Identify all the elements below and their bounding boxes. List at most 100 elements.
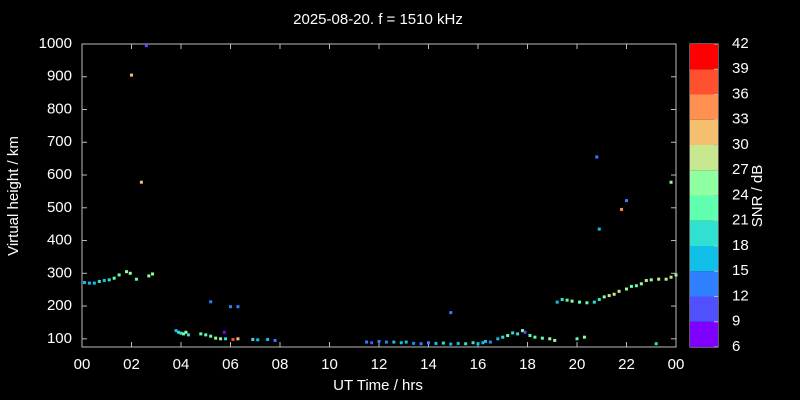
data-point xyxy=(224,337,228,341)
data-point xyxy=(174,329,178,333)
data-point xyxy=(392,340,396,344)
x-tick-label: 10 xyxy=(321,356,338,373)
data-point xyxy=(377,339,381,343)
data-point xyxy=(117,273,121,277)
data-point xyxy=(506,334,510,338)
data-point xyxy=(365,340,369,344)
data-point xyxy=(151,272,155,276)
colorbar-tick-label: 30 xyxy=(732,136,749,153)
data-point xyxy=(236,337,240,341)
data-point xyxy=(565,298,569,302)
data-point xyxy=(92,281,96,285)
data-point xyxy=(419,342,423,346)
data-point xyxy=(384,340,388,344)
data-point xyxy=(441,341,445,345)
colorbar-band xyxy=(690,119,718,145)
data-point xyxy=(427,341,430,345)
colorbar-band xyxy=(690,195,718,221)
x-tick-label: 18 xyxy=(519,356,536,373)
colorbar-label: SNR / dB xyxy=(749,165,766,228)
data-point xyxy=(251,337,255,341)
x-tick-label: 20 xyxy=(569,356,586,373)
data-point xyxy=(553,338,557,342)
data-point xyxy=(204,333,208,337)
data-point xyxy=(144,44,148,48)
colorbar-band xyxy=(690,246,718,272)
data-point xyxy=(412,341,416,345)
colorbar-tick-label: 36 xyxy=(732,85,749,102)
data-point xyxy=(612,292,616,296)
data-point xyxy=(602,295,606,299)
data-point xyxy=(102,279,106,283)
data-point xyxy=(528,334,532,338)
data-point xyxy=(231,337,235,341)
colorbar-band xyxy=(690,321,718,347)
data-point xyxy=(607,294,611,298)
data-point xyxy=(219,337,223,341)
plot-frame xyxy=(81,43,677,348)
colorbar-band xyxy=(690,170,718,196)
colorbar-tick-label: 27 xyxy=(732,161,749,178)
data-point xyxy=(634,284,638,288)
data-point xyxy=(649,278,653,282)
data-point xyxy=(664,277,668,281)
data-point xyxy=(585,301,589,305)
x-tick-label: 14 xyxy=(420,356,437,373)
x-tick-label: 00 xyxy=(668,356,685,373)
colorbar-band xyxy=(690,94,718,120)
data-point xyxy=(209,334,213,338)
data-point xyxy=(97,279,101,283)
data-point xyxy=(548,337,552,341)
data-point xyxy=(629,284,633,288)
data-point xyxy=(199,332,203,336)
data-point xyxy=(125,270,129,274)
y-tick-label: 700 xyxy=(47,133,72,150)
data-point xyxy=(130,73,133,77)
data-point xyxy=(669,180,673,184)
colorbar-tick-label: 42 xyxy=(732,35,749,52)
colorbar-band xyxy=(690,220,718,246)
data-point xyxy=(370,341,374,345)
data-point xyxy=(139,180,143,184)
colorbar-band xyxy=(690,145,718,171)
data-point xyxy=(82,280,86,284)
data-point xyxy=(511,331,515,335)
y-tick-label: 500 xyxy=(47,199,72,216)
data-point xyxy=(229,305,232,309)
colorbar-tick-label: 18 xyxy=(732,237,749,254)
y-tick-label: 900 xyxy=(47,68,72,85)
y-tick-label: 100 xyxy=(47,330,72,347)
data-point xyxy=(617,289,621,293)
x-axis-label: UT Time / hrs xyxy=(333,377,423,394)
data-point xyxy=(87,281,91,285)
data-point xyxy=(112,276,116,280)
data-point xyxy=(625,287,628,291)
data-point xyxy=(181,332,185,336)
data-point xyxy=(128,271,132,275)
data-point xyxy=(669,275,673,279)
data-point xyxy=(209,300,213,304)
data-point xyxy=(184,330,188,334)
data-point xyxy=(577,300,581,304)
y-tick-label: 600 xyxy=(47,166,72,183)
x-tick-label: 22 xyxy=(618,356,635,373)
y-tick-label: 800 xyxy=(47,100,72,117)
data-point xyxy=(560,298,564,302)
data-point xyxy=(533,335,537,339)
x-tick-label: 12 xyxy=(371,356,388,373)
colorbar-band xyxy=(690,271,718,297)
x-tick-label: 06 xyxy=(222,356,239,373)
data-point xyxy=(449,342,453,346)
data-point xyxy=(464,342,468,346)
data-point xyxy=(147,274,151,278)
x-tick-label: 16 xyxy=(470,356,487,373)
x-tick-label: 00 xyxy=(74,356,91,373)
data-point xyxy=(456,341,460,345)
data-point xyxy=(496,337,500,341)
data-point xyxy=(399,341,403,345)
colorbar-tick-label: 39 xyxy=(732,60,749,77)
data-point xyxy=(404,340,408,344)
data-point xyxy=(273,338,277,342)
data-point xyxy=(256,338,260,342)
